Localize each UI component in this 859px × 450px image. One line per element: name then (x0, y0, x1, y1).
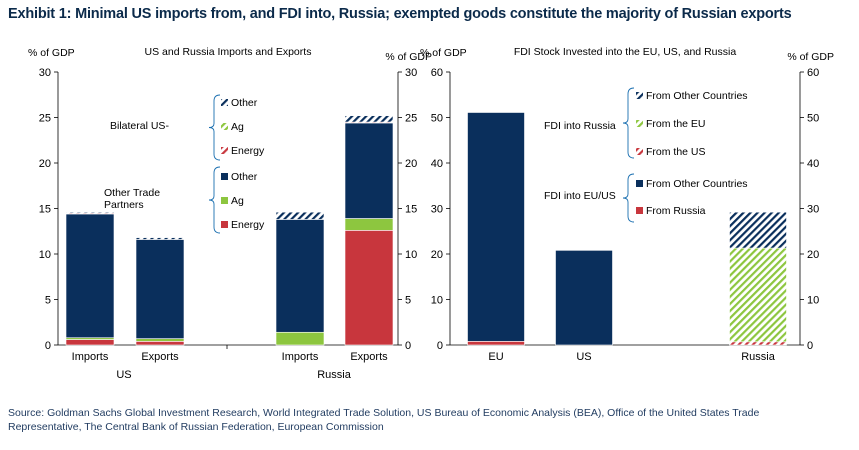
trade-chart-bar-imports-other-trade-partners-ag (275, 331, 325, 346)
trade-chart-x-label: Exports (141, 351, 179, 363)
trade-chart-bar-exports-bilateral-us-other (135, 237, 185, 240)
trade-chart-right-tick-label: 15 (405, 204, 417, 216)
trade-chart-right-tick-label: 10 (405, 249, 417, 261)
fdi-chart-left-tick-label: 0 (437, 340, 443, 352)
fdi-chart-right-tick-label: 0 (807, 340, 813, 352)
trade-chart-legend-item: Other (231, 97, 258, 109)
trade-chart-x-label: Exports (350, 351, 388, 363)
fdi-chart-legend-swatch (636, 92, 643, 99)
trade-chart-legend-swatch (221, 147, 228, 154)
fdi-chart-x-label: US (576, 351, 591, 363)
trade-chart-legend-group-bilateral: Bilateral US- (110, 120, 169, 132)
trade-chart-bar-imports-bilateral-us-other (275, 211, 325, 220)
trade-chart-ylabel-left: % of GDP (28, 47, 75, 59)
fdi-chart-legend-brace (622, 173, 635, 223)
fdi-chart-right-tick-label: 30 (807, 204, 819, 216)
trade-chart-bar-exports-other-trade-partners-energy (135, 341, 185, 346)
trade-chart-legend-swatch (221, 123, 228, 130)
trade-chart-legend-item: Energy (231, 219, 265, 231)
fdi-chart-right-tick-label: 60 (807, 67, 819, 79)
fdi-chart-ylabel-right: % of GDP (787, 51, 834, 63)
trade-chart-left-tick-label: 0 (45, 340, 51, 352)
fdi-chart-right-tick-label: 10 (807, 295, 819, 307)
fdi-chart-left-tick-label: 60 (431, 67, 443, 79)
trade-chart-group-label: Russia (317, 369, 352, 381)
trade-chart-legend-item: Ag (231, 121, 244, 133)
trade-chart-left-tick-label: 20 (39, 158, 51, 170)
trade-chart-bar-exports-other-trade-partners-energy (344, 230, 394, 346)
fdi-chart-x-label: Russia (741, 351, 776, 363)
fdi-chart-legend-swatch (636, 148, 643, 155)
trade-chart-bar-imports-other-trade-partners-other (275, 219, 325, 333)
fdi-chart-legend-swatch (636, 207, 643, 214)
trade-chart-left-tick-label: 25 (39, 113, 51, 125)
trade-chart-left-tick-label: 5 (45, 295, 51, 307)
trade-chart-bar-imports-other-trade-partners-other (65, 213, 115, 339)
trade-chart-right-tick-label: 25 (405, 113, 417, 125)
trade-chart-legend-brace (208, 166, 221, 234)
trade-chart-legend-item: Energy (231, 145, 265, 157)
fdi-chart-left-tick-label: 10 (431, 295, 443, 307)
trade-chart-legend-item: Ag (231, 195, 244, 207)
trade-chart-bar-exports-other-trade-partners-ag (344, 218, 394, 231)
exhibit-title: Exhibit 1: Minimal US imports from, and … (8, 6, 792, 22)
fdi-chart-legend-group-euus: FDI into EU/US (544, 190, 616, 202)
fdi-chart: 0 0 10 10 20 20 30 30 40 40 50 50 60 60 % of GDP % of G… (420, 46, 834, 363)
trade-chart-ylabel-right: % of GDP (385, 51, 432, 63)
trade-chart-group-label: US (116, 369, 131, 381)
trade-chart-x-label: Imports (72, 351, 109, 363)
fdi-chart-legend-item: From Other Countries (646, 178, 748, 190)
trade-chart-right-tick-label: 20 (405, 158, 417, 170)
fdi-chart-bar-us-fdi-into-eu-us-from-other-countries (555, 250, 613, 346)
trade-chart-title: US and Russia Imports and Exports (145, 46, 312, 58)
fdi-chart-legend-brace (622, 87, 635, 159)
trade-chart-bar-imports-bilateral-us-other (65, 211, 115, 214)
trade-chart-bar-exports-other-trade-partners-ag (135, 338, 185, 342)
fdi-chart-right-tick-label: 20 (807, 249, 819, 261)
trade-chart-right-tick-label: 30 (405, 67, 417, 79)
trade-chart-bar-exports-other-trade-partners-other (344, 122, 394, 219)
fdi-chart-bar-russia-fdi-into-russia-from-the-us (729, 341, 787, 346)
trade-chart-left-tick-label: 10 (39, 249, 51, 261)
trade-chart-legend-swatch (221, 99, 228, 106)
fdi-chart-legend-item: From the US (646, 146, 706, 158)
fdi-chart-x-label: EU (488, 351, 503, 363)
fdi-chart-bar-russia-fdi-into-russia-from-other-countries (729, 211, 787, 249)
fdi-chart-right-tick-label: 40 (807, 158, 819, 170)
trade-chart-bar-exports-other-trade-partners-other (135, 239, 185, 339)
trade-chart-bar-imports-other-trade-partners-energy (65, 339, 115, 346)
trade-chart-legend-swatch (221, 197, 228, 204)
fdi-chart-legend-item: From Other Countries (646, 90, 748, 102)
fdi-chart-bar-eu-fdi-into-eu-us-from-russia (467, 341, 525, 346)
fdi-chart-ylabel-left: % of GDP (420, 47, 467, 59)
trade-chart-legend-swatch (221, 173, 228, 180)
trade-chart-legend-group-other: Other Trade Partners (104, 187, 160, 211)
trade-chart-right-tick-label: 5 (405, 295, 411, 307)
trade-chart: 0 0 5 5 10 10 15 15 20 20 25 25 30 30 % of GDP % of GDP… (28, 46, 432, 381)
fdi-chart-legend-group-russia: FDI into Russia (544, 120, 616, 132)
fdi-chart-bar-russia-fdi-into-russia-from-the-eu (729, 247, 787, 343)
fdi-chart-left-tick-label: 40 (431, 158, 443, 170)
trade-chart-legend-item: Other (231, 171, 258, 183)
source-note: Source: Goldman Sachs Global Investment … (8, 407, 760, 433)
trade-chart-left-tick-label: 30 (39, 67, 51, 79)
fdi-chart-legend-swatch (636, 120, 643, 127)
fdi-chart-title: FDI Stock Invested into the EU, US, and … (514, 46, 737, 58)
trade-chart-right-tick-label: 0 (405, 340, 411, 352)
fdi-chart-left-tick-label: 30 (431, 204, 443, 216)
fdi-chart-bar-eu-fdi-into-eu-us-from-other-countries (467, 112, 525, 342)
fdi-chart-left-tick-label: 50 (431, 113, 443, 125)
fdi-chart-legend-swatch (636, 180, 643, 187)
trade-chart-legend-brace (208, 94, 221, 161)
trade-chart-x-label: Imports (282, 351, 319, 363)
trade-chart-bar-exports-bilateral-us-other (344, 115, 394, 123)
trade-chart-legend-swatch (221, 221, 228, 228)
trade-chart-left-tick-label: 15 (39, 204, 51, 216)
fdi-chart-legend-item: From the EU (646, 118, 706, 130)
fdi-chart-left-tick-label: 20 (431, 249, 443, 261)
fdi-chart-right-tick-label: 50 (807, 113, 819, 125)
fdi-chart-legend-item: From Russia (646, 205, 706, 217)
